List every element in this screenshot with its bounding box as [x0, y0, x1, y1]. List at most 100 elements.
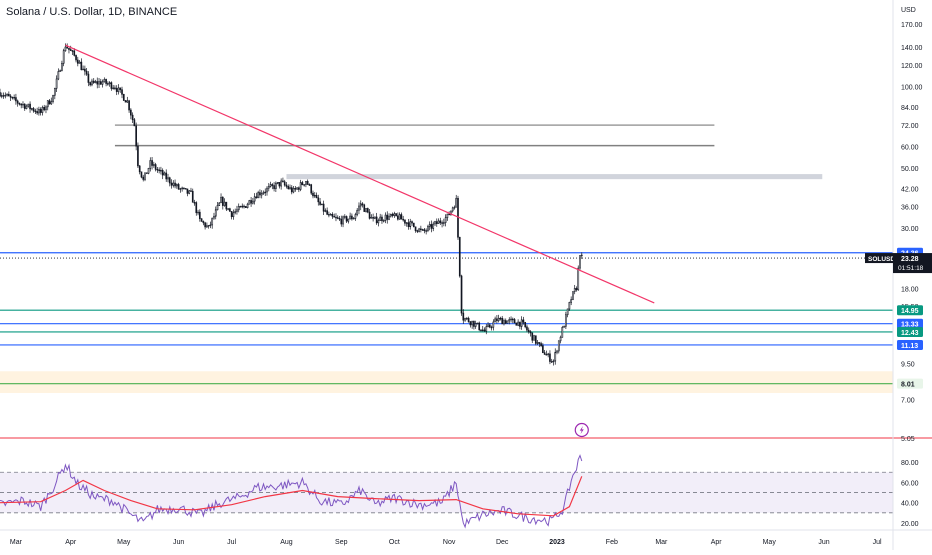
candle — [287, 184, 290, 190]
candle — [508, 317, 511, 325]
candle — [524, 321, 527, 329]
candle — [324, 208, 327, 213]
candle — [451, 206, 454, 213]
candle-body — [570, 299, 572, 303]
candle-body — [416, 230, 419, 232]
candle — [107, 81, 109, 86]
candle — [213, 212, 215, 220]
candle — [354, 212, 357, 221]
candle-body — [542, 345, 544, 354]
chart-title: Solana / U.S. Dollar, 1D, BINANCE — [6, 6, 178, 18]
candle — [420, 225, 422, 233]
y-tick-label: 50.00 — [901, 166, 919, 173]
candle-body — [204, 222, 206, 228]
candle — [138, 165, 141, 175]
candle — [177, 182, 180, 190]
candle-body — [135, 125, 137, 147]
y-tick-label: 7.00 — [901, 398, 915, 405]
candle — [572, 291, 574, 301]
candle-body — [579, 255, 581, 269]
candle-body — [315, 194, 318, 199]
candle — [103, 77, 106, 83]
candle-body — [229, 208, 231, 212]
candle — [232, 209, 235, 220]
candle-body — [524, 321, 527, 328]
candle — [305, 180, 307, 188]
candle — [345, 215, 348, 224]
candle — [252, 198, 254, 205]
candle-body — [331, 214, 334, 217]
candle-body — [107, 83, 109, 85]
candle — [352, 217, 355, 220]
candle-body — [230, 211, 233, 218]
candle-body — [121, 89, 123, 95]
candle — [269, 181, 272, 188]
candle-body — [409, 221, 412, 228]
y-tick-label: 9.50 — [901, 362, 915, 369]
candle — [168, 176, 171, 187]
candle — [108, 81, 111, 87]
candle-body — [462, 312, 465, 321]
price-label-bg — [897, 305, 923, 316]
candle — [158, 167, 160, 174]
symbol-tag: SOLUSD — [865, 253, 895, 264]
symbol-tag-text: SOLUSD — [868, 256, 895, 263]
candle — [453, 205, 456, 210]
candle — [381, 214, 383, 224]
candle-body — [6, 93, 8, 96]
candle — [395, 213, 397, 217]
candle-body — [262, 192, 265, 194]
candle-body — [466, 317, 468, 320]
x-tick-label: May — [763, 539, 777, 546]
candle — [579, 255, 581, 270]
candle-body — [75, 55, 77, 61]
candle — [329, 213, 332, 216]
price-label-bg — [897, 326, 923, 337]
candle — [333, 213, 336, 218]
candle-body — [488, 324, 491, 328]
candle — [96, 77, 99, 89]
candle — [30, 107, 33, 111]
alert-layer[interactable] — [574, 422, 589, 438]
candle-body — [326, 210, 328, 215]
price-label-12.43: 12.43 — [897, 326, 923, 337]
candle-body — [289, 187, 291, 189]
candle-body — [168, 177, 171, 184]
x-tick-label: Jun — [173, 539, 184, 546]
candle — [312, 190, 314, 199]
candle — [488, 323, 491, 329]
candle-body — [22, 103, 24, 106]
candle — [91, 78, 93, 87]
rsi-pane[interactable] — [0, 454, 893, 529]
candle — [23, 103, 26, 111]
rsi-y-tick-label: 80.00 — [901, 460, 919, 467]
candle — [264, 188, 267, 196]
candle-body — [154, 164, 157, 170]
candle-body — [305, 181, 307, 185]
candle-body — [359, 203, 362, 207]
candle — [363, 203, 366, 212]
candle — [375, 212, 378, 225]
candle — [497, 314, 500, 323]
candle — [209, 221, 212, 229]
candle — [38, 106, 40, 116]
candle-body — [244, 206, 247, 208]
candle — [94, 79, 97, 84]
candle — [147, 167, 150, 175]
candle — [206, 222, 208, 228]
candle — [476, 322, 479, 325]
candle — [322, 200, 325, 215]
candle-body — [443, 222, 445, 224]
lightning-alert-icon[interactable] — [574, 422, 589, 438]
candle-body — [520, 319, 523, 327]
candle — [243, 204, 245, 209]
candle — [259, 189, 261, 199]
candle — [135, 122, 137, 151]
candle — [18, 102, 21, 106]
candle — [515, 322, 518, 326]
candle-body — [142, 176, 145, 180]
candle — [310, 183, 313, 195]
candle — [236, 205, 238, 215]
